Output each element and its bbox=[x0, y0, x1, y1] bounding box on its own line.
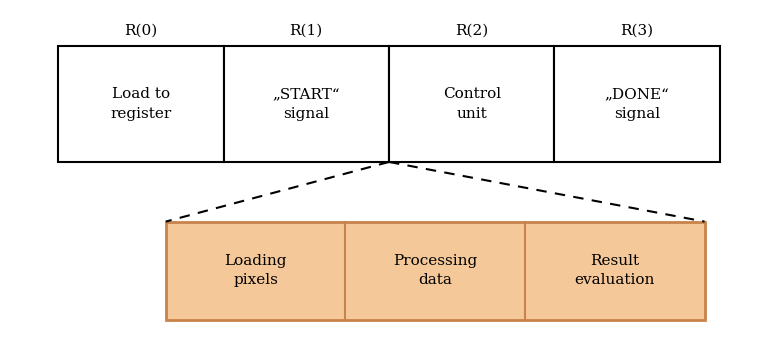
Text: Control
unit: Control unit bbox=[443, 87, 501, 121]
Text: Loading
pixels: Loading pixels bbox=[224, 254, 287, 288]
Text: Load to
register: Load to register bbox=[110, 87, 171, 121]
Text: R(0): R(0) bbox=[124, 23, 157, 37]
Text: Processing
data: Processing data bbox=[393, 254, 478, 288]
Text: „DONE“
signal: „DONE“ signal bbox=[605, 87, 670, 121]
Bar bbox=[58, 46, 223, 162]
Text: R(3): R(3) bbox=[621, 23, 654, 37]
Bar bbox=[223, 46, 389, 162]
Bar bbox=[389, 46, 555, 162]
Text: R(1): R(1) bbox=[289, 23, 323, 37]
Bar bbox=[166, 222, 705, 320]
Text: Result
evaluation: Result evaluation bbox=[575, 254, 655, 288]
Text: R(2): R(2) bbox=[455, 23, 489, 37]
Bar bbox=[555, 46, 720, 162]
Text: „START“
signal: „START“ signal bbox=[272, 87, 340, 121]
